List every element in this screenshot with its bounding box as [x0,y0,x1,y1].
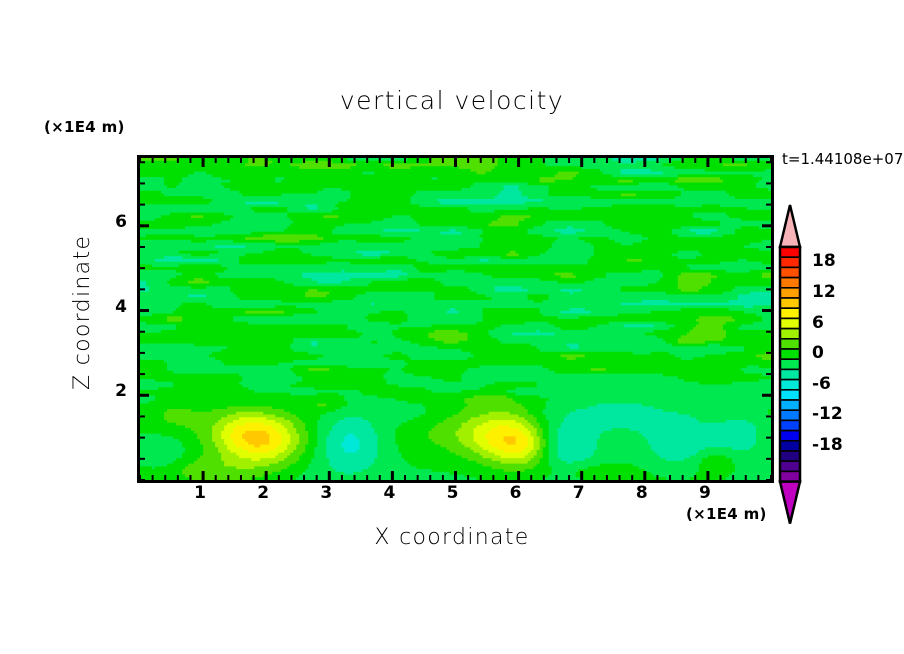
time-annotation: t=1.44108e+07 [782,150,904,168]
x-tick-label-9: 9 [698,483,711,503]
z-axis-title: Z coordinate [70,234,95,390]
x-axis-unit-label: (×1E4 m) [686,505,767,523]
z-tick-label-6: 6 [115,211,127,232]
z-tick-label-4: 4 [115,296,127,317]
colorbar-label-neg12: -12 [812,404,843,425]
x-tick-label-1: 1 [194,483,207,503]
x-tick-label-6: 6 [509,483,522,503]
x-tick-label-2: 2 [257,483,270,503]
x-tick-label-7: 7 [572,483,585,503]
x-tick-label-5: 5 [446,483,459,503]
colorbar-label-0: 0 [812,343,824,364]
colorbar-label-neg6: -6 [812,373,831,394]
contour-field [140,158,771,480]
plot-area [137,155,774,483]
x-tick-label-8: 8 [635,483,648,503]
x-tick-label-3: 3 [320,483,333,503]
colorbar-label-neg18: -18 [812,434,843,455]
x-tick-label-4: 4 [383,483,396,503]
colorbar-swatches [778,204,802,524]
colorbar-label-6: 6 [812,312,824,333]
z-axis-unit-label: (×1E4 m) [44,118,125,136]
z-tick-label-2: 2 [115,381,127,402]
colorbar-label-18: 18 [812,251,836,272]
page-title: vertical velocity [339,86,565,115]
colorbar-label-12: 12 [812,281,836,302]
x-axis-title: X coordinate [374,525,530,550]
colorbar: 18 12 6 0 -6 -12 -18 [770,200,904,525]
